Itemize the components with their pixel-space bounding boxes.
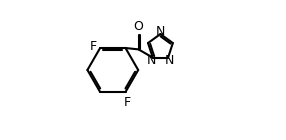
Text: O: O	[134, 20, 144, 33]
Text: N: N	[146, 54, 156, 66]
Text: F: F	[90, 40, 97, 53]
Text: N: N	[156, 24, 165, 38]
Text: F: F	[123, 96, 130, 109]
Text: N: N	[165, 54, 174, 66]
